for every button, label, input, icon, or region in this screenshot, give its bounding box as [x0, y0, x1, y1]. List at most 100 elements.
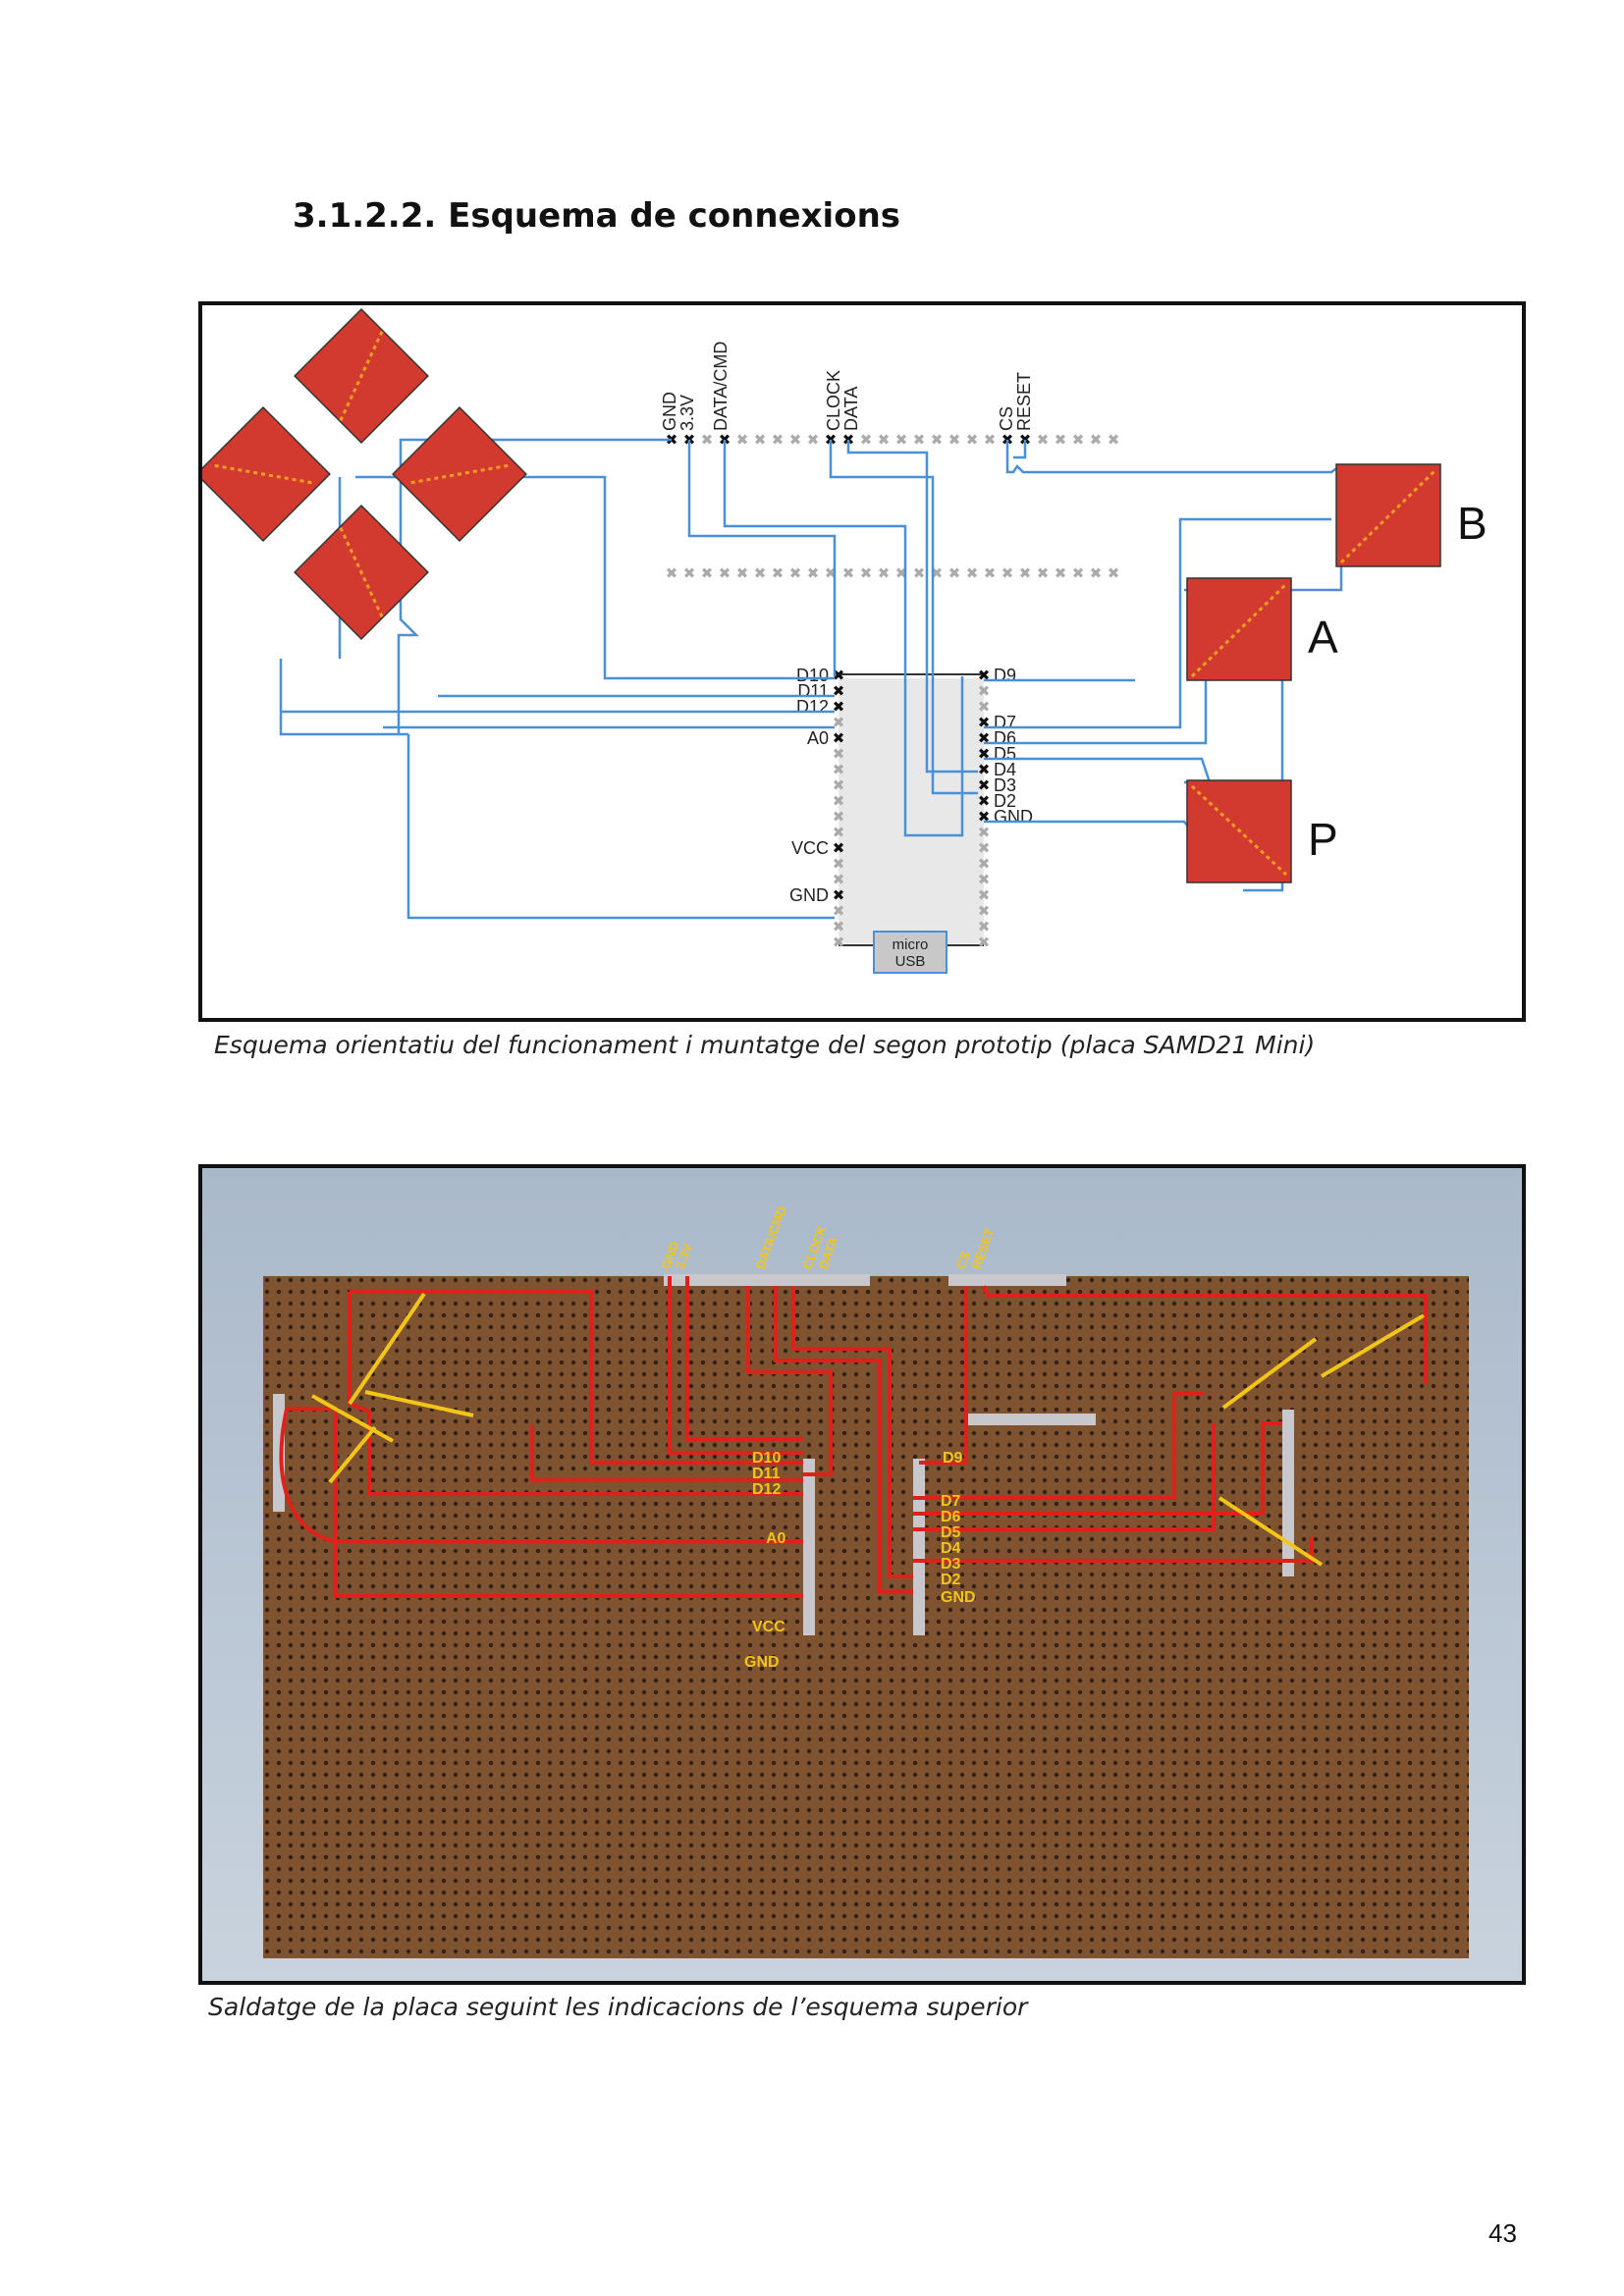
- svg-text:✖: ✖: [978, 698, 991, 716]
- photo-pin-d3: D3: [941, 1556, 961, 1573]
- photo-pin-d4: D4: [941, 1540, 961, 1557]
- svg-text:✖: ✖: [833, 745, 845, 763]
- svg-text:✖: ✖: [789, 431, 802, 449]
- svg-text:✖: ✖: [966, 564, 979, 582]
- svg-text:✖: ✖: [833, 808, 845, 826]
- schematic-caption: Esquema orientatiu del funcionament i mu…: [214, 1031, 1316, 1059]
- svg-text:✖: ✖: [978, 776, 991, 794]
- svg-text:✖: ✖: [833, 792, 845, 810]
- svg-text:✖: ✖: [833, 918, 845, 935]
- photo-wires: [279, 1276, 1428, 1598]
- svg-text:✖: ✖: [833, 761, 845, 778]
- svg-text:✖: ✖: [978, 886, 991, 904]
- header-row-top: ✖ ✖ ✖ ✖ ✖ ✖ ✖ ✖ ✖ ✖ ✖ ✖ ✖ ✖ ✖ ✖ ✖ ✖ ✖ ✖ ✖ ✖ ✖ ✖ ✖ ✖: [666, 431, 1120, 449]
- perfboard: [263, 1276, 1469, 1958]
- svg-text:✖: ✖: [772, 564, 785, 582]
- photo-pin-d2: D2: [941, 1572, 961, 1588]
- svg-text:✖: ✖: [833, 886, 845, 904]
- svg-text:✖: ✖: [736, 431, 749, 449]
- svg-text:✖: ✖: [1019, 564, 1032, 582]
- dpad-button-left: [202, 406, 331, 542]
- svg-text:✖: ✖: [860, 431, 873, 449]
- pin-label-d12: D12: [796, 697, 829, 717]
- button-label-b: B: [1457, 498, 1488, 549]
- svg-text:✖: ✖: [1055, 431, 1067, 449]
- svg-text:✖: ✖: [913, 564, 926, 582]
- pin-label-d10: D10: [796, 666, 829, 685]
- svg-text:✖: ✖: [807, 564, 820, 582]
- svg-text:✖: ✖: [1072, 564, 1085, 582]
- svg-text:✖: ✖: [978, 761, 991, 778]
- header-label-clock: CLOCK: [824, 370, 843, 431]
- svg-text:✖: ✖: [701, 564, 714, 582]
- svg-text:✖: ✖: [789, 564, 802, 582]
- header-label-gnd: GND: [660, 392, 679, 431]
- svg-text:✖: ✖: [948, 431, 961, 449]
- header-label-data: DATA: [841, 387, 861, 431]
- svg-text:✖: ✖: [701, 431, 714, 449]
- pin-label-d2: D2: [994, 791, 1016, 811]
- svg-text:✖: ✖: [878, 431, 891, 449]
- svg-text:✖: ✖: [719, 564, 731, 582]
- svg-text:✖: ✖: [895, 431, 908, 449]
- schematic-diagram: GND 3.3V DATA/CMD CLOCK DATA CS RESET ✖ ✖…: [198, 301, 1526, 1022]
- pin-label-d4: D4: [994, 760, 1016, 779]
- pin-label-d9: D9: [994, 666, 1016, 685]
- svg-text:✖: ✖: [1090, 431, 1103, 449]
- svg-text:✖: ✖: [842, 564, 855, 582]
- photo-pin-vcc: VCC: [752, 1619, 785, 1635]
- dpad-buttons: [202, 308, 527, 640]
- header-label-3v3: 3.3V: [677, 395, 697, 431]
- svg-text:✖: ✖: [1108, 431, 1120, 449]
- photo-pin-d5: D5: [941, 1524, 961, 1541]
- svg-text:✖: ✖: [1055, 564, 1067, 582]
- photo-pin-gnd-right: GND: [941, 1589, 976, 1606]
- svg-text:✖: ✖: [1037, 431, 1050, 449]
- svg-text:✖: ✖: [833, 855, 845, 873]
- svg-text:✖: ✖: [1108, 564, 1120, 582]
- svg-text:✖: ✖: [833, 729, 845, 747]
- svg-text:✖: ✖: [833, 902, 845, 920]
- svg-text:✖: ✖: [1090, 564, 1103, 582]
- svg-text:✖: ✖: [833, 839, 845, 857]
- photo-pin-gnd-left: GND: [744, 1654, 780, 1671]
- svg-text:✖: ✖: [978, 871, 991, 888]
- svg-text:✖: ✖: [984, 564, 997, 582]
- svg-text:✖: ✖: [772, 431, 785, 449]
- svg-text:✖: ✖: [833, 776, 845, 794]
- svg-text:✖: ✖: [978, 902, 991, 920]
- svg-text:✖: ✖: [978, 682, 991, 700]
- photo-header-cs: CS: [953, 1250, 973, 1271]
- header-row-bottom: ✖ ✖ ✖ ✖ ✖ ✖ ✖ ✖ ✖ ✖ ✖ ✖ ✖ ✖ ✖ ✖ ✖ ✖ ✖ ✖ ✖ ✖ ✖ ✖ ✖ ✖: [666, 564, 1120, 582]
- button-label-a: A: [1308, 612, 1338, 663]
- pin-label-vcc: VCC: [791, 838, 829, 858]
- button-p: P: [1186, 779, 1338, 883]
- svg-text:✖: ✖: [948, 564, 961, 582]
- photo-switch-diagonals: [311, 1292, 1426, 1567]
- svg-text:✖: ✖: [966, 431, 979, 449]
- svg-text:✖: ✖: [807, 431, 820, 449]
- svg-text:✖: ✖: [978, 824, 991, 841]
- svg-text:✖: ✖: [978, 839, 991, 857]
- pin-label-gnd-left: GND: [789, 885, 829, 905]
- svg-text:✖: ✖: [683, 564, 696, 582]
- svg-text:✖: ✖: [1037, 564, 1050, 582]
- svg-text:✖: ✖: [1072, 431, 1085, 449]
- button-b: B: [1335, 463, 1488, 567]
- board-pin-markers: ✖✖✖ ✖✖✖ ✖✖✖ ✖✖✖ ✖✖✖ ✖✖✖ ✖✖✖ ✖✖✖ ✖✖✖ ✖✖✖ …: [833, 667, 991, 951]
- svg-text:✖: ✖: [666, 564, 678, 582]
- svg-text:✖: ✖: [913, 431, 926, 449]
- photo-pin-d12: D12: [752, 1481, 781, 1498]
- svg-text:✖: ✖: [878, 564, 891, 582]
- svg-text:✖: ✖: [978, 918, 991, 935]
- photo-pin-d9: D9: [943, 1450, 963, 1467]
- soldered-board-photo: GND 3.3V DATA/CMD CLOCK DATA CS RESET D1…: [198, 1164, 1526, 1985]
- section-heading: 3.1.2.2. Esquema de connexions: [293, 196, 901, 236]
- photo-pin-a0: A0: [766, 1530, 786, 1547]
- photo-pin-d10: D10: [752, 1450, 781, 1467]
- svg-text:✖: ✖: [978, 934, 991, 951]
- svg-text:✖: ✖: [754, 564, 767, 582]
- svg-text:✖: ✖: [833, 682, 845, 700]
- header-label-cs: CS: [997, 406, 1016, 431]
- photo-pin-d6: D6: [941, 1509, 961, 1525]
